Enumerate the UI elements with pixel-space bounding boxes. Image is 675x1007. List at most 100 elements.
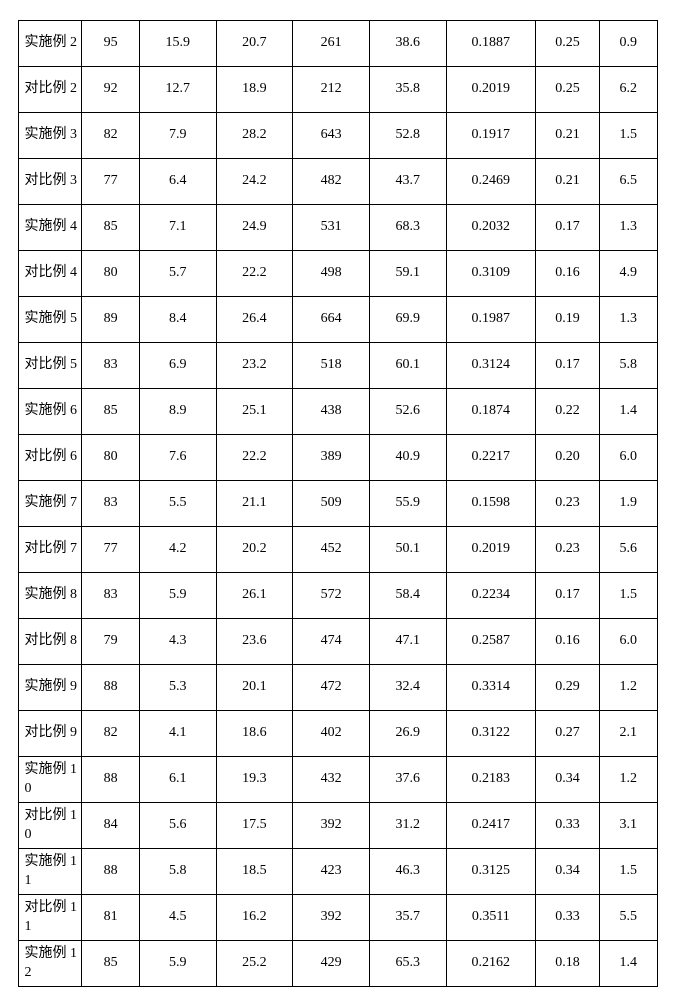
data-cell: 83 xyxy=(82,343,140,389)
data-cell: 16.2 xyxy=(216,895,293,941)
data-cell: 0.33 xyxy=(536,803,600,849)
data-cell: 28.2 xyxy=(216,113,293,159)
data-cell: 4.5 xyxy=(139,895,216,941)
row-label: 对比例 4 xyxy=(18,251,82,297)
data-cell: 0.25 xyxy=(536,21,600,67)
data-cell: 0.2587 xyxy=(446,619,535,665)
data-cell: 0.17 xyxy=(536,573,600,619)
data-cell: 432 xyxy=(293,757,370,803)
data-cell: 0.1887 xyxy=(446,21,535,67)
data-cell: 0.22 xyxy=(536,389,600,435)
data-cell: 0.1987 xyxy=(446,297,535,343)
data-cell: 572 xyxy=(293,573,370,619)
data-cell: 68.3 xyxy=(369,205,446,251)
data-cell: 2.1 xyxy=(599,711,657,757)
data-cell: 82 xyxy=(82,113,140,159)
data-cell: 0.19 xyxy=(536,297,600,343)
data-cell: 0.34 xyxy=(536,757,600,803)
table-row: 实施例 3827.928.264352.80.19170.211.5 xyxy=(18,113,657,159)
data-cell: 429 xyxy=(293,941,370,987)
data-cell: 0.27 xyxy=(536,711,600,757)
data-cell: 0.3122 xyxy=(446,711,535,757)
data-cell: 0.3511 xyxy=(446,895,535,941)
data-cell: 23.6 xyxy=(216,619,293,665)
data-cell: 88 xyxy=(82,757,140,803)
data-cell: 26.1 xyxy=(216,573,293,619)
table-row: 实施例 6858.925.143852.60.18740.221.4 xyxy=(18,389,657,435)
row-label: 实施例 2 xyxy=(18,21,82,67)
data-cell: 65.3 xyxy=(369,941,446,987)
data-cell: 20.2 xyxy=(216,527,293,573)
data-cell: 0.21 xyxy=(536,113,600,159)
data-cell: 22.2 xyxy=(216,435,293,481)
data-cell: 59.1 xyxy=(369,251,446,297)
row-label: 实施例 12 xyxy=(18,941,82,987)
data-cell: 392 xyxy=(293,803,370,849)
data-cell: 6.9 xyxy=(139,343,216,389)
data-cell: 0.1917 xyxy=(446,113,535,159)
table-row: 对比例 7774.220.245250.10.20190.235.6 xyxy=(18,527,657,573)
data-cell: 18.6 xyxy=(216,711,293,757)
table-row: 对比例 5836.923.251860.10.31240.175.8 xyxy=(18,343,657,389)
data-cell: 438 xyxy=(293,389,370,435)
table-row: 实施例 7835.521.150955.90.15980.231.9 xyxy=(18,481,657,527)
data-cell: 50.1 xyxy=(369,527,446,573)
data-cell: 0.23 xyxy=(536,527,600,573)
data-cell: 1.4 xyxy=(599,389,657,435)
data-cell: 5.5 xyxy=(599,895,657,941)
table-row: 对比例 11814.516.239235.70.35110.335.5 xyxy=(18,895,657,941)
data-cell: 80 xyxy=(82,435,140,481)
table-row: 对比例 4805.722.249859.10.31090.164.9 xyxy=(18,251,657,297)
data-cell: 5.6 xyxy=(139,803,216,849)
data-cell: 0.3314 xyxy=(446,665,535,711)
row-label: 对比例 5 xyxy=(18,343,82,389)
row-label: 对比例 10 xyxy=(18,803,82,849)
data-cell: 7.1 xyxy=(139,205,216,251)
data-cell: 498 xyxy=(293,251,370,297)
data-cell: 0.20 xyxy=(536,435,600,481)
data-cell: 6.2 xyxy=(599,67,657,113)
data-cell: 7.6 xyxy=(139,435,216,481)
data-cell: 0.16 xyxy=(536,251,600,297)
data-cell: 0.3109 xyxy=(446,251,535,297)
data-cell: 0.2032 xyxy=(446,205,535,251)
data-cell: 47.1 xyxy=(369,619,446,665)
data-cell: 31.2 xyxy=(369,803,446,849)
data-cell: 26.9 xyxy=(369,711,446,757)
data-cell: 0.23 xyxy=(536,481,600,527)
data-cell: 1.2 xyxy=(599,757,657,803)
data-cell: 79 xyxy=(82,619,140,665)
data-cell: 509 xyxy=(293,481,370,527)
table-row: 实施例 11885.818.542346.30.31250.341.5 xyxy=(18,849,657,895)
data-cell: 402 xyxy=(293,711,370,757)
data-cell: 85 xyxy=(82,389,140,435)
table-row: 实施例 5898.426.466469.90.19870.191.3 xyxy=(18,297,657,343)
data-cell: 77 xyxy=(82,159,140,205)
data-cell: 85 xyxy=(82,941,140,987)
data-cell: 452 xyxy=(293,527,370,573)
data-cell: 0.3124 xyxy=(446,343,535,389)
data-cell: 5.5 xyxy=(139,481,216,527)
row-label: 实施例 3 xyxy=(18,113,82,159)
row-label: 实施例 11 xyxy=(18,849,82,895)
data-cell: 0.17 xyxy=(536,343,600,389)
table-row: 实施例 8835.926.157258.40.22340.171.5 xyxy=(18,573,657,619)
data-cell: 5.6 xyxy=(599,527,657,573)
data-cell: 84 xyxy=(82,803,140,849)
data-cell: 85 xyxy=(82,205,140,251)
data-cell: 5.3 xyxy=(139,665,216,711)
table-row: 对比例 6807.622.238940.90.22170.206.0 xyxy=(18,435,657,481)
row-label: 实施例 5 xyxy=(18,297,82,343)
table-row: 实施例 9885.320.147232.40.33140.291.2 xyxy=(18,665,657,711)
data-cell: 15.9 xyxy=(139,21,216,67)
data-cell: 20.7 xyxy=(216,21,293,67)
data-cell: 46.3 xyxy=(369,849,446,895)
data-cell: 1.5 xyxy=(599,113,657,159)
table-row: 实施例 10886.119.343237.60.21830.341.2 xyxy=(18,757,657,803)
data-cell: 32.4 xyxy=(369,665,446,711)
data-table-container: 实施例 29515.920.726138.60.18870.250.9对比例 2… xyxy=(18,20,658,987)
data-cell: 88 xyxy=(82,665,140,711)
row-label: 对比例 8 xyxy=(18,619,82,665)
data-cell: 35.8 xyxy=(369,67,446,113)
table-row: 实施例 4857.124.953168.30.20320.171.3 xyxy=(18,205,657,251)
